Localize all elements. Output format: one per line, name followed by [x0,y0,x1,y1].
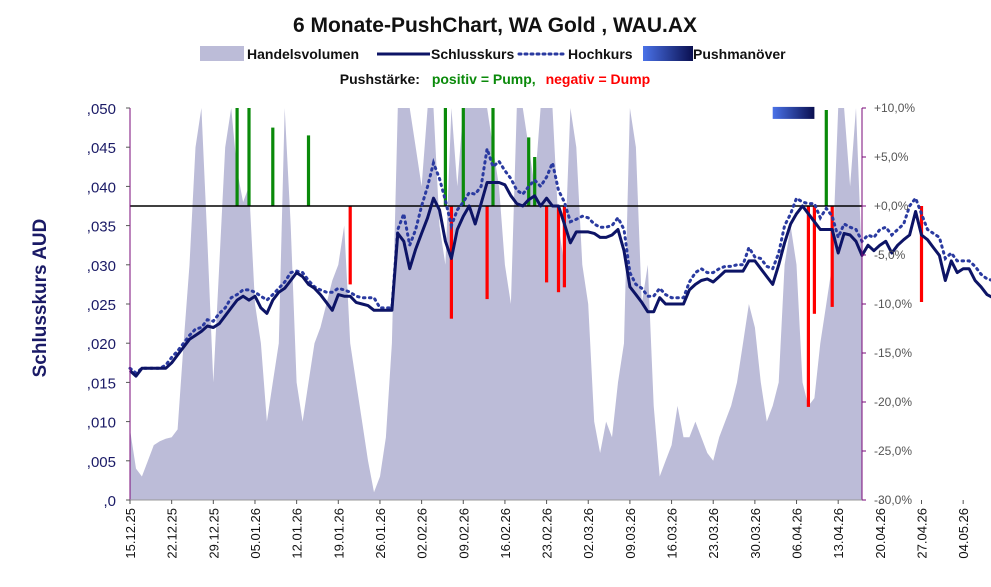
y-tick-label-6: ,030 [87,258,116,275]
x-tick-label-20: 04.05.26 [956,508,971,559]
y2-tick-label-1: +5,0% [874,150,909,164]
legend-label-close: Schlusskurs [431,46,514,62]
volume-area [130,108,862,500]
legend-swatch-push [643,46,693,61]
y2-tick-label-8: -30,0% [874,493,912,507]
x-tick-label-12: 09.03.26 [623,508,638,559]
x-tick-label-4: 12.01.26 [290,508,305,559]
y-tick-label-1: ,005 [87,454,116,471]
pushmanoever-marker [772,106,815,119]
y-tick-label-2: ,010 [87,415,116,432]
subtitle-label: Pushstärke: [340,71,420,87]
series-line-hochkurs [128,148,991,375]
x-tick-label-9: 16.02.26 [498,508,513,559]
legend-label-high: Hochkurs [568,46,633,62]
legend: Handelsvolumen Schlusskurs Hochkurs Push… [200,46,786,62]
subtitle-positive: positiv = Pump, [432,71,536,87]
push-bar-10 [527,137,531,206]
y2-tick-label-0: +10,0% [874,101,915,115]
push-bar-12 [545,206,549,283]
x-tick-label-2: 29.12.25 [206,508,221,559]
x-tick-label-0: 15.12.25 [123,508,138,559]
x-tick-label-18: 20.04.26 [873,508,888,559]
y-axis-label: Schlusskurs AUD [30,219,51,378]
y2-tick-label-7: -25,0% [874,444,912,458]
push-bar-9 [491,108,495,206]
x-tick-label-11: 02.03.26 [581,508,596,559]
y-tick-label-5: ,025 [87,297,116,314]
push-bar-16 [812,206,816,314]
x-tick-label-19: 27.04.26 [915,508,930,559]
price-lines-layer [128,148,991,378]
push-bar-6 [449,206,453,319]
y2-tick-label-2: +0,0% [874,199,909,213]
push-bar-3 [306,135,311,206]
subtitle-negative: negativ = Dump [546,71,651,87]
x-tick-label-7: 02.02.26 [415,508,430,559]
x-tick-label-6: 26.01.26 [373,508,388,559]
push-bar-1 [247,108,251,206]
push-bar-19 [919,206,924,302]
y-tick-label-4: ,020 [87,336,116,353]
legend-swatch-volume [200,46,244,61]
x-tick-label-5: 19.01.26 [331,508,346,559]
push-bar-14 [562,206,566,288]
x-tick-label-8: 09.02.26 [456,508,471,559]
push-bar-17 [824,110,828,206]
y-tick-label-10: ,050 [87,101,116,118]
x-tick-label-1: 22.12.25 [165,508,180,559]
push-bar-7 [461,108,465,206]
push-bar-15 [806,206,810,407]
push-subtitle: Pushstärke: positiv = Pump, negativ = Du… [340,71,650,87]
y-tick-label-9: ,045 [87,140,116,157]
volume-area-layer [130,108,862,500]
push-bar-4 [348,206,352,285]
push-bar-2 [271,127,275,206]
y-tick-label-3: ,015 [87,375,116,392]
x-tick-label-3: 05.01.26 [248,508,263,559]
push-bar-13 [556,206,561,293]
axes-layer: ,0 ,005 ,010 ,015 ,020 ,025 ,030 ,035 ,040 ,045 ,0… [87,101,971,559]
y2-tick-label-6: -20,0% [874,395,912,409]
y2-tick-label-5: -15,0% [874,346,912,360]
push-bar-18 [830,206,834,307]
x-tick-label-16: 06.04.26 [790,508,805,559]
x-tick-label-10: 23.02.26 [540,508,555,559]
push-bar-0 [235,108,239,206]
push-bars-layer [130,106,924,407]
legend-label-volume: Handelsvolumen [247,46,359,62]
x-tick-label-14: 23.03.26 [706,508,721,559]
y-tick-label-7: ,035 [87,219,116,236]
x-tick-label-17: 13.04.26 [831,508,846,559]
y2-tick-label-4: -10,0% [874,297,912,311]
legend-label-push: Pushmanöver [693,46,786,62]
x-tick-label-15: 30.03.26 [748,508,763,559]
y-tick-label-0: ,0 [103,493,116,510]
series-line-schlusskurs [128,181,991,378]
push-bar-5 [443,108,447,206]
push-bar-8 [485,206,489,300]
chart-title: 6 Monate-PushChart, WA Gold , WAU.AX [293,14,697,37]
y2-tick-label-3: -5,0% [874,248,906,262]
x-tick-label-13: 16.03.26 [665,508,680,559]
y-tick-label-8: ,040 [87,179,116,196]
